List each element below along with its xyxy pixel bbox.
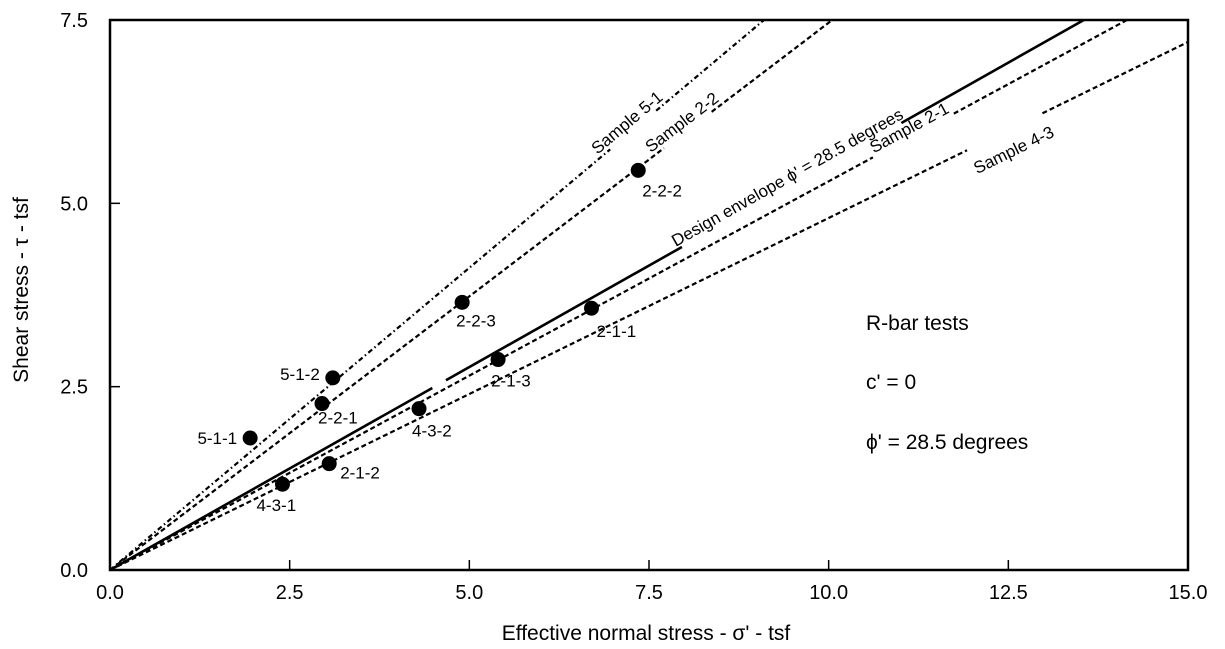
point-label: 2-2-1 [318, 409, 358, 428]
point-label: 2-1-1 [597, 322, 637, 341]
point-label: 5-1-2 [280, 365, 320, 384]
series-label: Sample 4-3 [971, 123, 1057, 178]
y-axis-title: Shear stress - τ - tsf [10, 197, 33, 383]
x-tick-label: 15.0 [1169, 582, 1208, 604]
envelope-line-segment [445, 245, 683, 382]
x-tick-label: 5.0 [455, 582, 483, 604]
data-point [325, 370, 341, 386]
y-tick-label: 2.5 [60, 377, 88, 399]
x-tick-label: 12.5 [989, 582, 1028, 604]
point-label: 2-2-2 [642, 181, 682, 200]
x-tick-label: 10.0 [809, 582, 848, 604]
data-point [411, 401, 427, 417]
data-point [274, 476, 290, 492]
point-label: 4-3-2 [412, 422, 452, 441]
data-point [584, 300, 600, 316]
data-point [321, 456, 337, 472]
x-tick-label: 0.0 [96, 582, 124, 604]
data-point [630, 162, 646, 178]
point-label: 4-3-1 [256, 496, 296, 515]
annotation-test-type: R-bar tests [866, 312, 969, 335]
data-point [454, 294, 470, 310]
data-point [314, 396, 330, 412]
x-tick-label: 7.5 [635, 582, 663, 604]
data-point [490, 352, 506, 368]
y-tick-label: 0.0 [60, 560, 88, 582]
envelope-line-segment [1041, 41, 1189, 115]
point-label: 2-1-2 [340, 464, 380, 483]
envelope-line-segment [953, 19, 1128, 115]
point-label: 2-1-3 [491, 372, 531, 391]
data-point [242, 430, 258, 446]
x-axis-title: Effective normal stress - σ' - tsf [502, 622, 791, 645]
point-label: 2-2-3 [456, 311, 496, 330]
test-points: 5-1-1 5-1-2 2-2-1 2-2-3 2-2-2 4-3-1 2-1-2 4-3-2… [197, 162, 682, 515]
envelope-line-segment [109, 147, 665, 571]
y-tick-label: 7.5 [60, 10, 88, 32]
y-tick-label: 5.0 [60, 193, 88, 215]
series-label: Design envelope ϕ' = 28.5 degrees [668, 105, 906, 251]
annotation-friction-angle: ϕ' = 28.5 degrees [866, 431, 1028, 454]
envelope-line-segment [655, 19, 765, 112]
envelope-line-segment [109, 149, 968, 571]
point-label: 5-1-1 [197, 429, 237, 448]
x-tick-label: 2.5 [276, 582, 304, 604]
envelope-line-segment [109, 386, 433, 572]
envelope-line-segment [109, 148, 611, 571]
x-axis-ticks: 0.0 2.5 5.0 7.5 10.0 12.5 15.0 [96, 560, 1207, 604]
y-axis-ticks: 0.0 2.5 5.0 7.5 [60, 10, 120, 582]
envelope-line-segment [900, 18, 1085, 125]
annotation-cohesion: c' = 0 [866, 371, 916, 394]
envelope-line-segment [109, 156, 874, 571]
envelope-line-segment [711, 19, 833, 113]
